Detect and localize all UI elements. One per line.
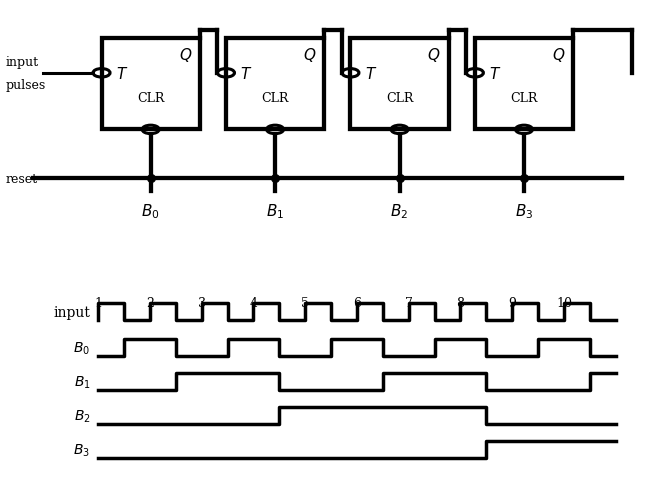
Text: CLR: CLR — [386, 92, 413, 105]
Text: $T$: $T$ — [240, 66, 253, 81]
Text: $B_1$: $B_1$ — [73, 374, 90, 390]
Text: $T$: $T$ — [116, 66, 128, 81]
Text: $B_2$: $B_2$ — [390, 202, 409, 221]
Text: $T$: $T$ — [489, 66, 502, 81]
Text: $B_0$: $B_0$ — [73, 340, 90, 356]
Text: $B_2$: $B_2$ — [73, 408, 90, 424]
Text: 6: 6 — [353, 296, 361, 309]
Text: $Q$: $Q$ — [428, 46, 441, 64]
Text: input: input — [54, 305, 90, 319]
Text: 5: 5 — [301, 296, 309, 309]
Text: 3: 3 — [198, 296, 206, 309]
Text: $Q$: $Q$ — [303, 46, 316, 64]
Text: pulses: pulses — [5, 79, 45, 92]
Text: $B_3$: $B_3$ — [515, 202, 533, 221]
Text: CLR: CLR — [137, 92, 164, 105]
Text: 2: 2 — [146, 296, 154, 309]
Text: $Q$: $Q$ — [552, 46, 565, 64]
Text: 1: 1 — [94, 296, 102, 309]
Text: 7: 7 — [405, 296, 413, 309]
Text: 10: 10 — [556, 296, 572, 309]
Text: $B_1$: $B_1$ — [266, 202, 284, 221]
Text: $B_0$: $B_0$ — [141, 202, 160, 221]
Text: $B_3$: $B_3$ — [73, 442, 90, 458]
Text: $Q$: $Q$ — [179, 46, 192, 64]
Text: 9: 9 — [508, 296, 516, 309]
Text: CLR: CLR — [510, 92, 538, 105]
Text: 4: 4 — [250, 296, 257, 309]
Text: 8: 8 — [457, 296, 464, 309]
Text: reset: reset — [5, 172, 37, 185]
Text: input: input — [5, 56, 39, 69]
Text: CLR: CLR — [261, 92, 289, 105]
Text: $T$: $T$ — [365, 66, 377, 81]
